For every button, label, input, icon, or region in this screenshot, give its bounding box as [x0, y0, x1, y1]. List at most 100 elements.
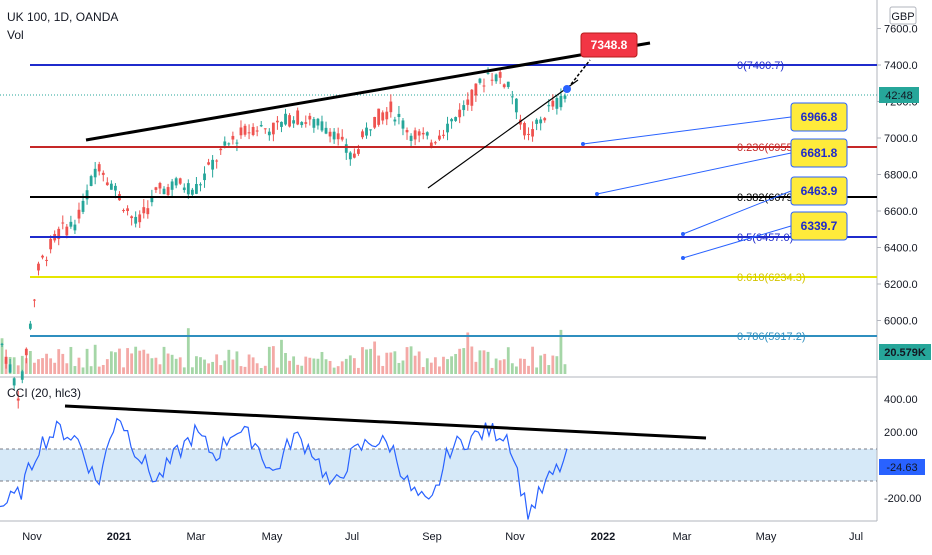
- volume-bar: [182, 367, 186, 374]
- candle-body: [276, 120, 279, 123]
- callout-box[interactable]: [790, 102, 848, 132]
- volume-bar: [142, 349, 146, 374]
- callout-box[interactable]: [580, 32, 638, 58]
- fib-level-label: 0.236(6955.3): [737, 142, 806, 154]
- volume-bar: [450, 356, 453, 374]
- price-pane[interactable]: [0, 0, 877, 374]
- time-tick-label: Jul: [849, 531, 863, 543]
- candle-body: [551, 100, 555, 107]
- volume-bar: [324, 359, 328, 374]
- volume-bar: [20, 355, 24, 374]
- volume-bar: [494, 358, 498, 374]
- cci-axis[interactable]: 400.00 200.00 -200.00: [884, 394, 921, 505]
- symbol-title[interactable]: UK 100, 1D, OANDA: [7, 10, 119, 24]
- candle-body: [203, 173, 206, 181]
- candle-body: [33, 299, 36, 301]
- candle-body: [162, 188, 166, 195]
- volume-bar: [539, 355, 543, 374]
- fib-retracement[interactable]: 0(7400.7) 0.236(6955.3) 0.382(6679.7) 0.5(6…: [30, 60, 877, 343]
- candle-body: [231, 135, 235, 140]
- candle-body: [93, 168, 97, 178]
- candle-body: [563, 95, 567, 99]
- volume-legend[interactable]: Vol: [7, 28, 24, 42]
- volume-bar: [316, 358, 320, 374]
- candle-body: [348, 152, 352, 160]
- volume-badge: 20.579K: [884, 347, 926, 359]
- time-tick-label: 2022: [591, 531, 615, 543]
- drawings[interactable]: 7348.8 6966.8 6681.8 6463.9 6339.7: [85, 32, 848, 260]
- volume-bar: [93, 344, 97, 374]
- volume-bar: [178, 357, 182, 374]
- candle-body: [251, 126, 255, 135]
- candle-body: [105, 182, 109, 186]
- cci-line: [0, 404, 707, 520]
- cci-legend[interactable]: CCI (20, hlc3): [7, 386, 82, 400]
- candle-body: [539, 119, 543, 124]
- cci-divergence-trendline[interactable]: [64, 404, 707, 440]
- candle-body: [12, 378, 16, 386]
- volume-bar: [365, 349, 368, 374]
- candle-body: [109, 183, 113, 190]
- fib-level-label: 0.786(5917.2): [737, 331, 806, 343]
- candle-body: [381, 112, 385, 121]
- candle-body: [316, 118, 320, 126]
- volume-bar: [446, 359, 449, 374]
- candle-body: [389, 101, 393, 113]
- volume-bar: [255, 363, 259, 374]
- candle-body: [332, 131, 336, 140]
- candle-body: [385, 111, 389, 120]
- volume-bar: [336, 366, 340, 374]
- cci-badge: -24.63: [886, 462, 917, 474]
- candle-body: [352, 153, 356, 158]
- volume-bar: [101, 364, 105, 374]
- price-axis[interactable]: 7600.07400.07200.07000.06800.06600.06400…: [877, 24, 918, 328]
- candle-body: [288, 115, 291, 127]
- candle-body: [166, 187, 170, 195]
- time-axis[interactable]: Nov 2021 Mar May Jul Sep Nov 2022 Mar May Jul: [22, 531, 863, 543]
- candle-body: [555, 98, 559, 109]
- volume-bar: [332, 367, 336, 374]
- candle-body: [514, 98, 518, 113]
- candle-body: [442, 134, 445, 136]
- candle-body: [506, 81, 510, 87]
- volume-bar: [413, 355, 417, 374]
- candle-body: [425, 132, 429, 136]
- volume-bar: [33, 362, 36, 374]
- currency-box[interactable]: [889, 6, 917, 25]
- anchor-point[interactable]: [563, 85, 571, 93]
- candle-body: [336, 133, 340, 140]
- candle-body: [77, 209, 81, 219]
- volume-bar: [57, 349, 61, 374]
- fib-level-label: 0.382(6679.7): [737, 192, 806, 204]
- volume-bar: [470, 346, 474, 374]
- volume-bar: [271, 346, 275, 374]
- time-tick-label: Nov: [505, 531, 525, 543]
- candle-body: [0, 343, 4, 345]
- candle-body: [438, 135, 441, 140]
- volume-bar: [118, 348, 121, 374]
- volume-bar: [53, 362, 57, 374]
- candle-body: [20, 371, 24, 380]
- volume-bar: [519, 358, 522, 374]
- callout-label: 6681.8: [801, 146, 838, 160]
- volume-bar: [223, 360, 227, 374]
- support-trendline[interactable]: [427, 79, 579, 189]
- callout-label: 6339.7: [801, 219, 838, 233]
- callout-box[interactable]: [790, 138, 848, 168]
- volume-bar: [555, 356, 559, 374]
- candle-body: [49, 238, 53, 250]
- volume-bar: [0, 338, 4, 374]
- candle-body: [114, 185, 117, 191]
- resistance-trendline[interactable]: [85, 41, 651, 142]
- volume-bar: [114, 352, 117, 374]
- candle-body: [8, 364, 12, 373]
- candle-body: [470, 89, 474, 106]
- callout-box[interactable]: [790, 176, 848, 206]
- volume-bar: [502, 359, 506, 374]
- candle-body: [409, 135, 413, 141]
- volume-bar: [162, 346, 166, 374]
- candle-body: [158, 183, 162, 189]
- volume-bar: [409, 346, 413, 374]
- callout-box[interactable]: [790, 211, 848, 241]
